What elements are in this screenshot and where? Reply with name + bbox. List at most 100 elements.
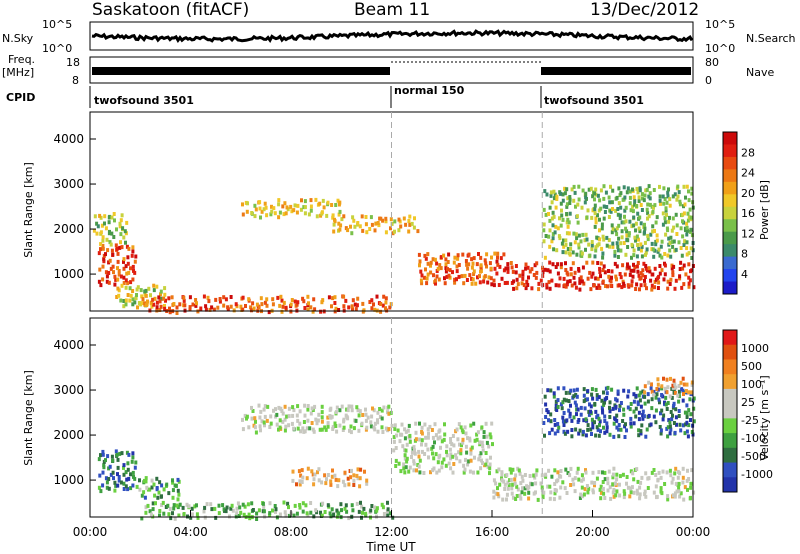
heatmap-cell (128, 286, 132, 291)
heatmap-cell (644, 266, 648, 271)
heatmap-cell (690, 430, 694, 434)
heatmap-cell (460, 443, 463, 448)
heatmap-cell (534, 490, 537, 495)
heatmap-cell (690, 191, 694, 196)
heatmap-cell (320, 419, 324, 424)
heatmap-cell (602, 204, 606, 209)
heatmap-cell (643, 390, 647, 395)
heatmap-cell (679, 226, 683, 231)
heatmap-cell (683, 226, 687, 231)
heatmap-cell (316, 418, 320, 423)
x-tick-label: 04:00 (173, 525, 208, 539)
heatmap-cell (424, 442, 428, 447)
heatmap-cell (400, 422, 404, 427)
heatmap-cell (250, 308, 253, 313)
heatmap-cell (633, 235, 637, 240)
heatmap-cell (188, 295, 192, 300)
heatmap-cell (581, 232, 585, 237)
heatmap-cell (684, 389, 688, 393)
heatmap-cell (651, 247, 655, 252)
heatmap-cell (407, 219, 411, 223)
heatmap-cell (574, 393, 578, 397)
heatmap-cell (635, 467, 639, 472)
heatmap-cell (565, 204, 569, 209)
heatmap-cell (555, 248, 559, 253)
heatmap-cell (684, 195, 687, 200)
heatmap-cell (632, 477, 636, 482)
heatmap-cell (559, 402, 563, 407)
heatmap-cell (263, 423, 266, 428)
heatmap-cell (303, 429, 307, 434)
heatmap-cell (292, 513, 296, 518)
heatmap-cell (399, 224, 403, 229)
heatmap-cell (358, 484, 362, 489)
heatmap-cell (168, 310, 172, 315)
heatmap-cell (578, 428, 582, 433)
heatmap-cell (503, 281, 507, 285)
heatmap-cell (653, 229, 656, 233)
heatmap-cell (124, 484, 128, 489)
heatmap-cell (125, 220, 129, 225)
heatmap-cell (394, 446, 398, 450)
heatmap-cell (330, 507, 334, 512)
heatmap-cell (568, 279, 572, 284)
heatmap-cell (626, 186, 630, 191)
heatmap-cell (577, 431, 581, 436)
heatmap-cell (573, 476, 577, 481)
heatmap-cell (122, 281, 126, 285)
heatmap-cell (595, 285, 599, 290)
heatmap-cell (403, 453, 407, 458)
heatmap-cell (119, 480, 123, 485)
heatmap-cell (510, 486, 514, 491)
heatmap-cell (521, 269, 525, 274)
heatmap-cell (280, 298, 284, 303)
heatmap-cell (290, 209, 294, 214)
heatmap-cell (655, 215, 659, 220)
heatmap-cell (577, 267, 581, 271)
heatmap-cell (592, 283, 596, 288)
heatmap-cell (544, 474, 548, 479)
heatmap-cell (148, 487, 152, 492)
heatmap-cell (562, 244, 566, 249)
heatmap-cell (635, 186, 639, 191)
heatmap-cell (361, 413, 365, 417)
heatmap-cell (376, 429, 380, 434)
heatmap-cell (651, 224, 655, 229)
heatmap-cell (435, 470, 439, 475)
heatmap-cell (340, 404, 344, 409)
heatmap-cell (131, 249, 135, 254)
heatmap-cell (359, 500, 362, 505)
heatmap-cell (335, 429, 339, 434)
heatmap-cell (170, 295, 174, 300)
heatmap-cell (237, 514, 241, 518)
heatmap-cell (578, 496, 582, 500)
heatmap-cell (117, 293, 121, 298)
heatmap-cell (420, 449, 424, 454)
heatmap-cell (588, 270, 592, 275)
heatmap-cell (408, 439, 412, 444)
heatmap-cell (444, 266, 448, 270)
heatmap-cell (635, 282, 639, 287)
heatmap-cell (654, 408, 658, 413)
heatmap-cell (516, 466, 520, 471)
heatmap-cell (556, 398, 560, 403)
heatmap-cell (263, 201, 267, 206)
heatmap-cell (621, 472, 625, 477)
heatmap-cell (261, 501, 265, 506)
heatmap-cell (576, 202, 580, 207)
heatmap-cell (99, 242, 103, 247)
heatmap-cell (289, 302, 293, 307)
heatmap-cell (661, 194, 665, 199)
power-ylabel: Slant Range [km] (22, 162, 35, 258)
heatmap-cell (685, 403, 689, 408)
heatmap-cell (99, 247, 102, 252)
freq-tick-bottom: 8 (72, 74, 79, 87)
heatmap-cell (104, 458, 107, 463)
heatmap-cell (466, 462, 470, 467)
heatmap-cell (435, 261, 439, 266)
heatmap-cell (298, 505, 302, 510)
heatmap-cell (262, 207, 266, 212)
heatmap-cell (601, 486, 605, 491)
heatmap-cell (646, 237, 650, 242)
